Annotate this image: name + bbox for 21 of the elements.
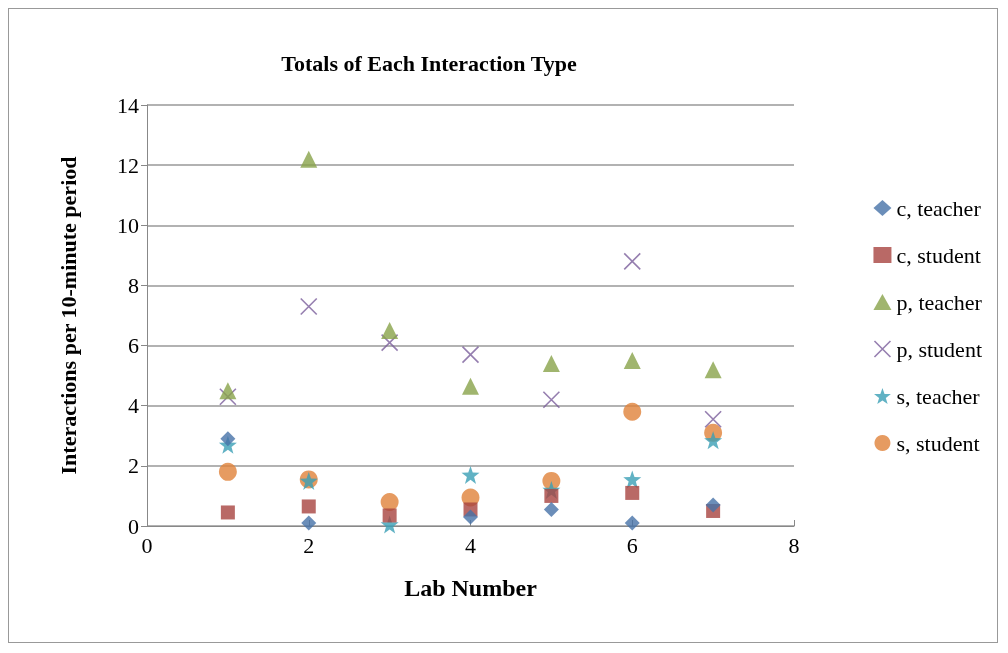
y-tick-label: 8 bbox=[128, 272, 139, 298]
chart-title: Totals of Each Interaction Type bbox=[281, 50, 577, 76]
y-tick-label: 12 bbox=[117, 152, 139, 178]
legend-label: s, teacher bbox=[896, 383, 981, 409]
y-tick-label: 0 bbox=[128, 513, 139, 539]
legend-label: p, student bbox=[896, 336, 983, 362]
legend-label: s, student bbox=[896, 430, 980, 456]
y-tick-label: 10 bbox=[117, 212, 139, 238]
y-tick-label: 2 bbox=[128, 453, 139, 479]
x-tick-label: 2 bbox=[303, 532, 315, 558]
x-tick-label: 8 bbox=[788, 532, 800, 558]
y-tick-label: 4 bbox=[128, 393, 139, 419]
legend-label: c, student bbox=[896, 242, 981, 268]
x-tick-label: 6 bbox=[626, 532, 638, 558]
x-tick-label: 4 bbox=[465, 532, 476, 558]
legend-label: c, teacher bbox=[896, 195, 982, 221]
y-axis-title: Interactions per 10-minute period bbox=[55, 156, 81, 475]
legend-label: p, teacher bbox=[896, 289, 983, 315]
y-tick-label: 14 bbox=[117, 92, 139, 118]
x-axis-title: Lab Number bbox=[404, 575, 538, 601]
y-tick-label: 6 bbox=[128, 333, 139, 359]
